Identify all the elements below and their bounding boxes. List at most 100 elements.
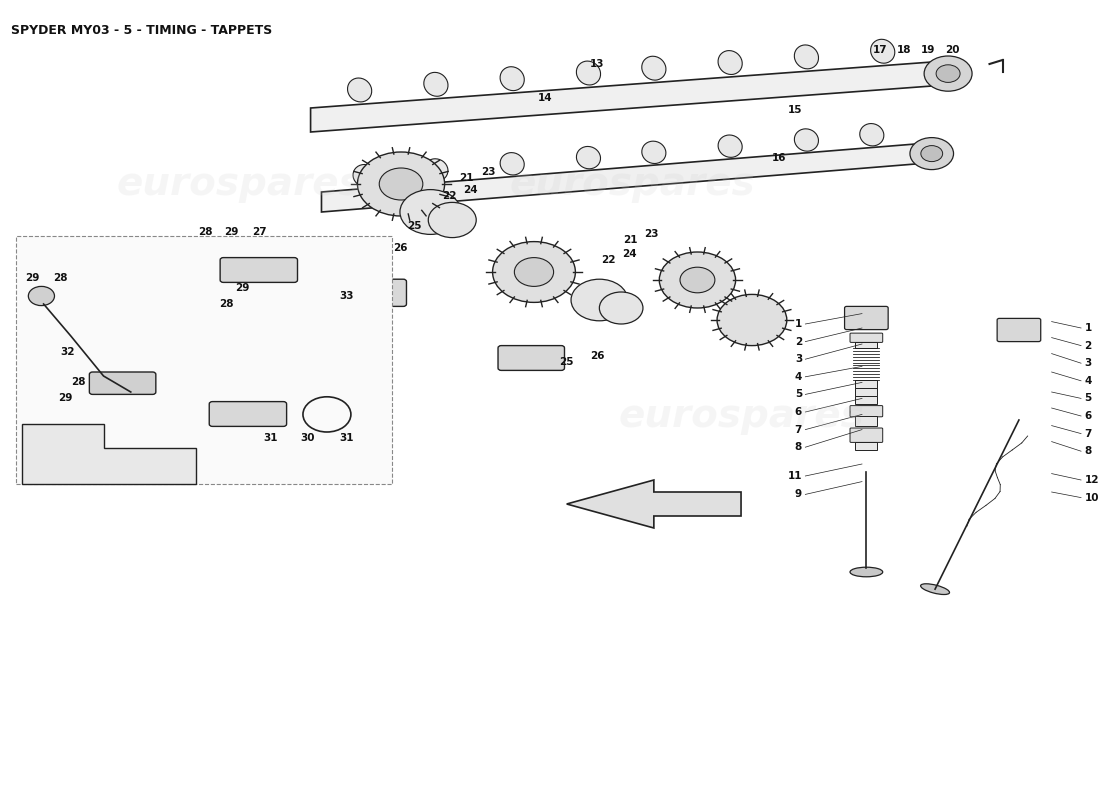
Text: 7: 7 xyxy=(1085,429,1091,438)
Text: 15: 15 xyxy=(789,106,803,115)
Polygon shape xyxy=(310,60,959,132)
Text: 28: 28 xyxy=(219,299,234,309)
Text: 16: 16 xyxy=(772,154,786,163)
Circle shape xyxy=(428,202,476,238)
FancyBboxPatch shape xyxy=(997,318,1041,342)
Text: 18: 18 xyxy=(898,45,912,54)
Text: 29: 29 xyxy=(58,394,73,403)
Polygon shape xyxy=(22,424,196,484)
Text: 9: 9 xyxy=(795,490,802,499)
Ellipse shape xyxy=(850,567,882,577)
Text: 28: 28 xyxy=(53,274,67,283)
Text: 26: 26 xyxy=(393,243,407,253)
Polygon shape xyxy=(321,144,915,212)
Text: 28: 28 xyxy=(198,227,212,237)
Text: 7: 7 xyxy=(794,425,802,434)
Text: 5: 5 xyxy=(1085,394,1091,403)
Text: 4: 4 xyxy=(1085,376,1091,386)
Text: 21: 21 xyxy=(459,173,474,182)
Ellipse shape xyxy=(641,56,666,80)
Ellipse shape xyxy=(576,146,601,169)
Ellipse shape xyxy=(500,66,525,90)
Text: 31: 31 xyxy=(339,434,354,443)
Text: 2: 2 xyxy=(1085,341,1091,350)
Polygon shape xyxy=(566,480,741,528)
Text: 11: 11 xyxy=(788,471,802,481)
Text: 4: 4 xyxy=(794,372,802,382)
Circle shape xyxy=(936,65,960,82)
Circle shape xyxy=(379,168,422,200)
Ellipse shape xyxy=(794,129,818,151)
Text: SPYDER MY03 - 5 - TIMING - TAPPETS: SPYDER MY03 - 5 - TIMING - TAPPETS xyxy=(11,24,273,37)
Ellipse shape xyxy=(576,61,601,85)
FancyBboxPatch shape xyxy=(845,306,888,330)
Ellipse shape xyxy=(353,165,377,187)
Text: eurospares: eurospares xyxy=(509,165,755,203)
Text: 17: 17 xyxy=(873,45,888,54)
Circle shape xyxy=(600,292,643,324)
Text: 24: 24 xyxy=(463,186,478,195)
Ellipse shape xyxy=(500,153,525,175)
Circle shape xyxy=(680,267,715,293)
Text: 23: 23 xyxy=(481,167,495,177)
Text: 8: 8 xyxy=(795,442,802,452)
FancyBboxPatch shape xyxy=(850,333,882,342)
FancyBboxPatch shape xyxy=(850,406,882,417)
Ellipse shape xyxy=(860,123,884,146)
Text: 5: 5 xyxy=(795,390,802,399)
Text: 29: 29 xyxy=(234,283,249,293)
Text: 10: 10 xyxy=(1085,493,1099,502)
Text: 31: 31 xyxy=(263,434,277,443)
Text: 1: 1 xyxy=(1085,323,1091,333)
Bar xyxy=(856,396,878,404)
Ellipse shape xyxy=(870,39,894,63)
Text: 13: 13 xyxy=(590,59,604,69)
Text: 12: 12 xyxy=(1085,475,1099,485)
Text: 29: 29 xyxy=(223,227,239,237)
FancyBboxPatch shape xyxy=(220,258,297,282)
Text: 23: 23 xyxy=(645,229,659,238)
Bar xyxy=(856,442,878,450)
FancyBboxPatch shape xyxy=(334,279,407,306)
Circle shape xyxy=(571,279,628,321)
Circle shape xyxy=(358,152,444,216)
Text: 26: 26 xyxy=(590,351,604,361)
Text: 14: 14 xyxy=(538,93,552,102)
FancyBboxPatch shape xyxy=(209,402,287,426)
FancyBboxPatch shape xyxy=(850,428,882,442)
Ellipse shape xyxy=(718,135,743,158)
Text: eurospares: eurospares xyxy=(618,397,864,435)
Text: 20: 20 xyxy=(945,45,959,54)
Circle shape xyxy=(659,252,736,308)
Ellipse shape xyxy=(921,584,949,594)
Ellipse shape xyxy=(348,78,372,102)
Text: 3: 3 xyxy=(1085,358,1091,368)
Circle shape xyxy=(515,258,553,286)
Circle shape xyxy=(924,56,972,91)
Circle shape xyxy=(910,138,954,170)
Text: 6: 6 xyxy=(795,407,802,417)
Bar xyxy=(856,380,878,388)
Text: 24: 24 xyxy=(623,250,637,259)
Text: 1: 1 xyxy=(795,319,802,329)
Ellipse shape xyxy=(641,141,666,163)
Text: eurospares: eurospares xyxy=(117,165,363,203)
Text: 6: 6 xyxy=(1085,411,1091,421)
Text: 3: 3 xyxy=(795,354,802,364)
Text: 2: 2 xyxy=(795,337,802,346)
Text: 33: 33 xyxy=(339,291,354,301)
Text: 22: 22 xyxy=(442,191,456,201)
Text: 25: 25 xyxy=(560,357,574,366)
Ellipse shape xyxy=(424,72,448,96)
Text: 19: 19 xyxy=(922,45,936,54)
Text: 29: 29 xyxy=(25,274,40,283)
Text: 28: 28 xyxy=(72,378,86,387)
Bar xyxy=(16,236,393,484)
Text: 25: 25 xyxy=(407,221,421,230)
Bar xyxy=(856,388,878,396)
FancyBboxPatch shape xyxy=(498,346,564,370)
Text: 8: 8 xyxy=(1085,446,1091,456)
Bar xyxy=(856,342,878,348)
Text: 30: 30 xyxy=(300,434,315,443)
Ellipse shape xyxy=(794,45,818,69)
